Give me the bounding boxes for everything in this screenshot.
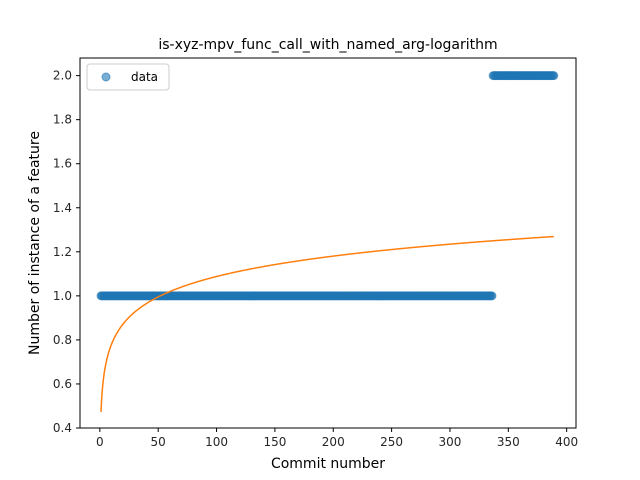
x-tick-label: 100 [205, 435, 228, 449]
y-tick-label: 1.4 [53, 201, 72, 215]
legend: data [86, 63, 170, 91]
y-tick-label: 0.4 [53, 421, 72, 435]
x-tick-label: 200 [322, 435, 345, 449]
legend-box [86, 63, 170, 91]
x-tick-label: 350 [497, 435, 520, 449]
data-point [549, 71, 559, 81]
x-tick-label: 150 [263, 435, 286, 449]
x-axis-ticks: 0 50 100 150 200 250 300 350 400 [96, 428, 578, 449]
plot-area [96, 71, 559, 413]
y-tick-label: 1.8 [53, 113, 72, 127]
x-axis-label: Commit number [271, 456, 385, 472]
chart-title: is-xyz-mpv_func_call_with_named_arg-loga… [158, 37, 497, 53]
y-tick-label: 1.2 [53, 245, 72, 259]
x-tick-label: 250 [380, 435, 403, 449]
axes-frame [79, 57, 577, 429]
y-tick-label: 0.8 [53, 333, 72, 347]
legend-marker-data [101, 72, 111, 82]
x-tick-label: 50 [151, 435, 166, 449]
data-point [487, 291, 497, 301]
fit-line [100, 235, 554, 413]
x-tick-label: 0 [96, 435, 104, 449]
y-axis-label: Number of instance of a feature [27, 131, 43, 355]
legend-label-data: data [131, 70, 158, 84]
y-tick-label: 1.6 [53, 157, 72, 171]
y-tick-label: 0.6 [53, 377, 72, 391]
x-tick-label: 300 [439, 435, 462, 449]
x-tick-label: 400 [555, 435, 578, 449]
y-tick-label: 1.0 [53, 289, 72, 303]
y-axis-ticks: 0.4 0.6 0.8 1.0 1.2 1.4 1.6 1.8 2.0 [53, 69, 80, 435]
y-tick-label: 2.0 [53, 69, 72, 83]
